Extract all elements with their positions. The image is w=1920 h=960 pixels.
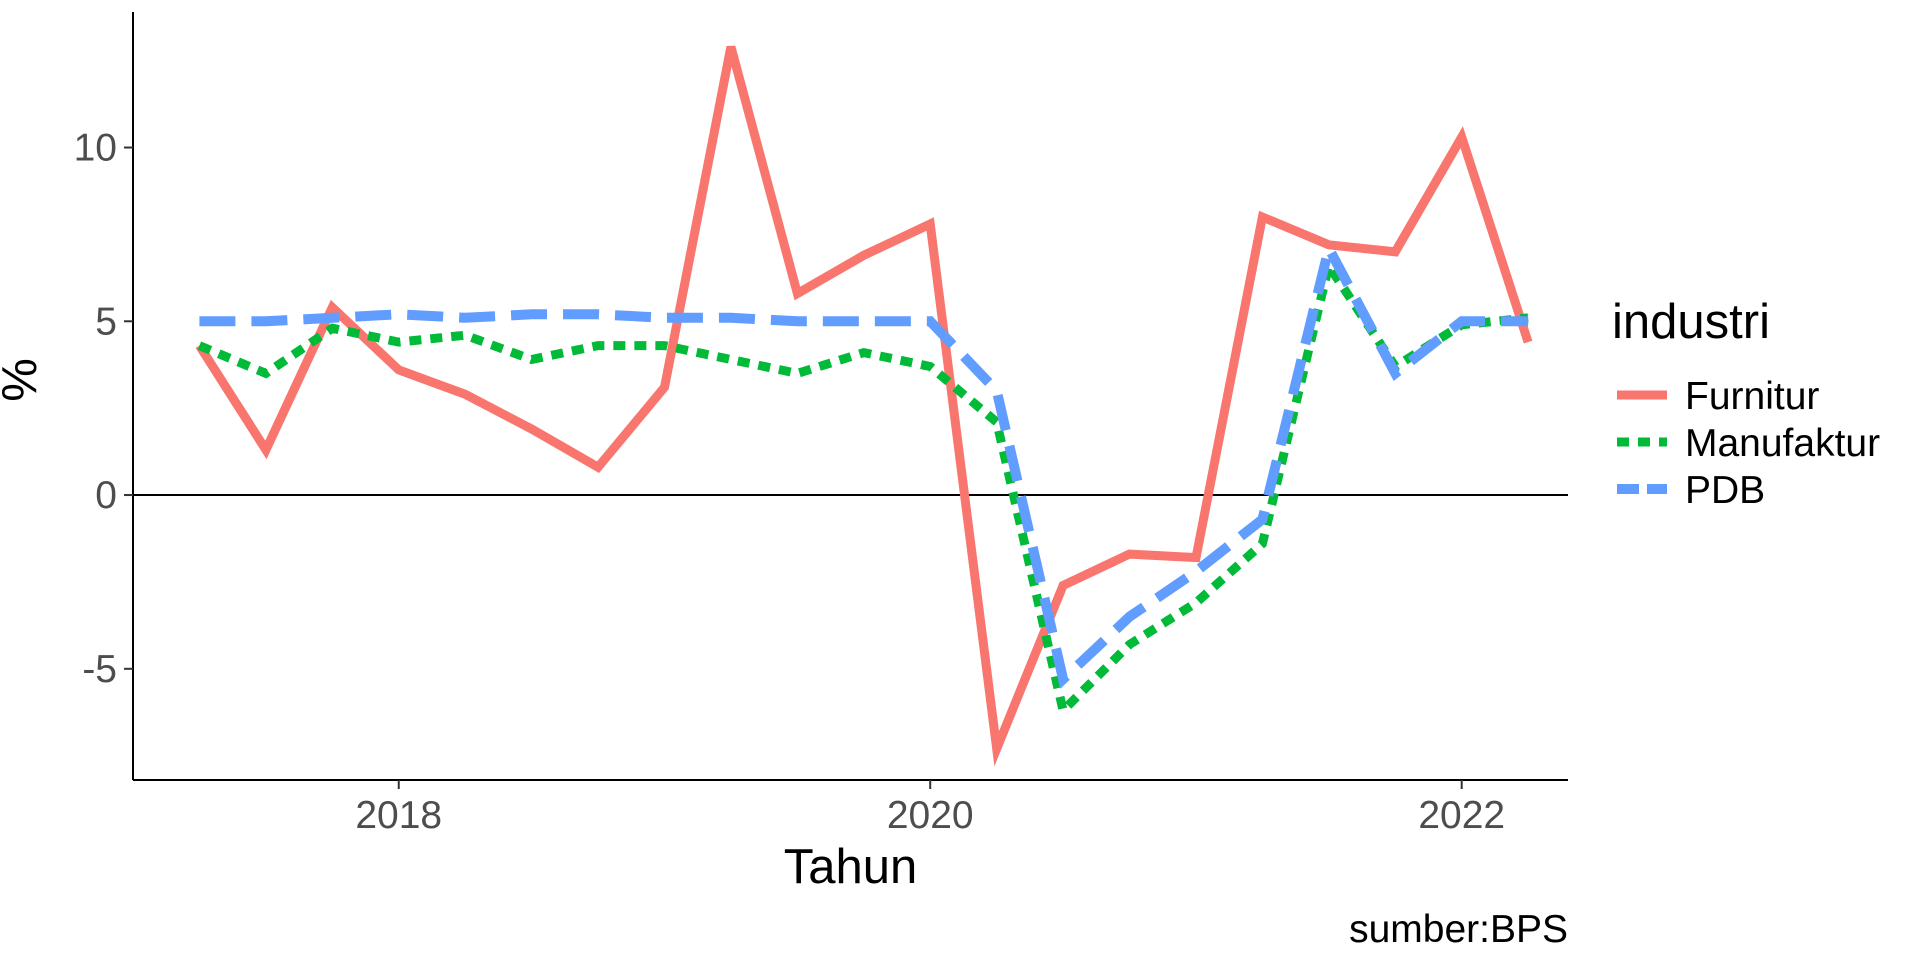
legend-label-furnitur: Furnitur bbox=[1685, 375, 1819, 418]
y-tick-label: 10 bbox=[74, 127, 117, 170]
series-line-manufaktur bbox=[197, 254, 1529, 720]
x-tick-label: 2020 bbox=[887, 794, 974, 837]
y-axis-title: % bbox=[0, 358, 47, 402]
y-tick-label: -5 bbox=[82, 648, 117, 691]
tick-group: -5 0 5 10 2018 2020 2022 bbox=[74, 127, 1505, 837]
y-tick-label: 0 bbox=[95, 474, 117, 517]
legend-label-manufaktur: Manufaktur bbox=[1685, 422, 1880, 465]
axes bbox=[132, 12, 1568, 781]
series-lines bbox=[195, 45, 1533, 767]
legend-title: industri bbox=[1612, 295, 1770, 349]
y-tick-label: 5 bbox=[95, 300, 117, 343]
x-axis-title: Tahun bbox=[784, 840, 918, 894]
chart-caption: sumber:BPS bbox=[1349, 908, 1568, 951]
legend-label-pdb: PDB bbox=[1685, 469, 1765, 512]
x-tick-label: 2022 bbox=[1418, 794, 1505, 837]
x-tick-label: 2018 bbox=[355, 794, 442, 837]
series-line-furnitur bbox=[195, 45, 1533, 767]
series-line-pdb bbox=[199, 234, 1529, 689]
